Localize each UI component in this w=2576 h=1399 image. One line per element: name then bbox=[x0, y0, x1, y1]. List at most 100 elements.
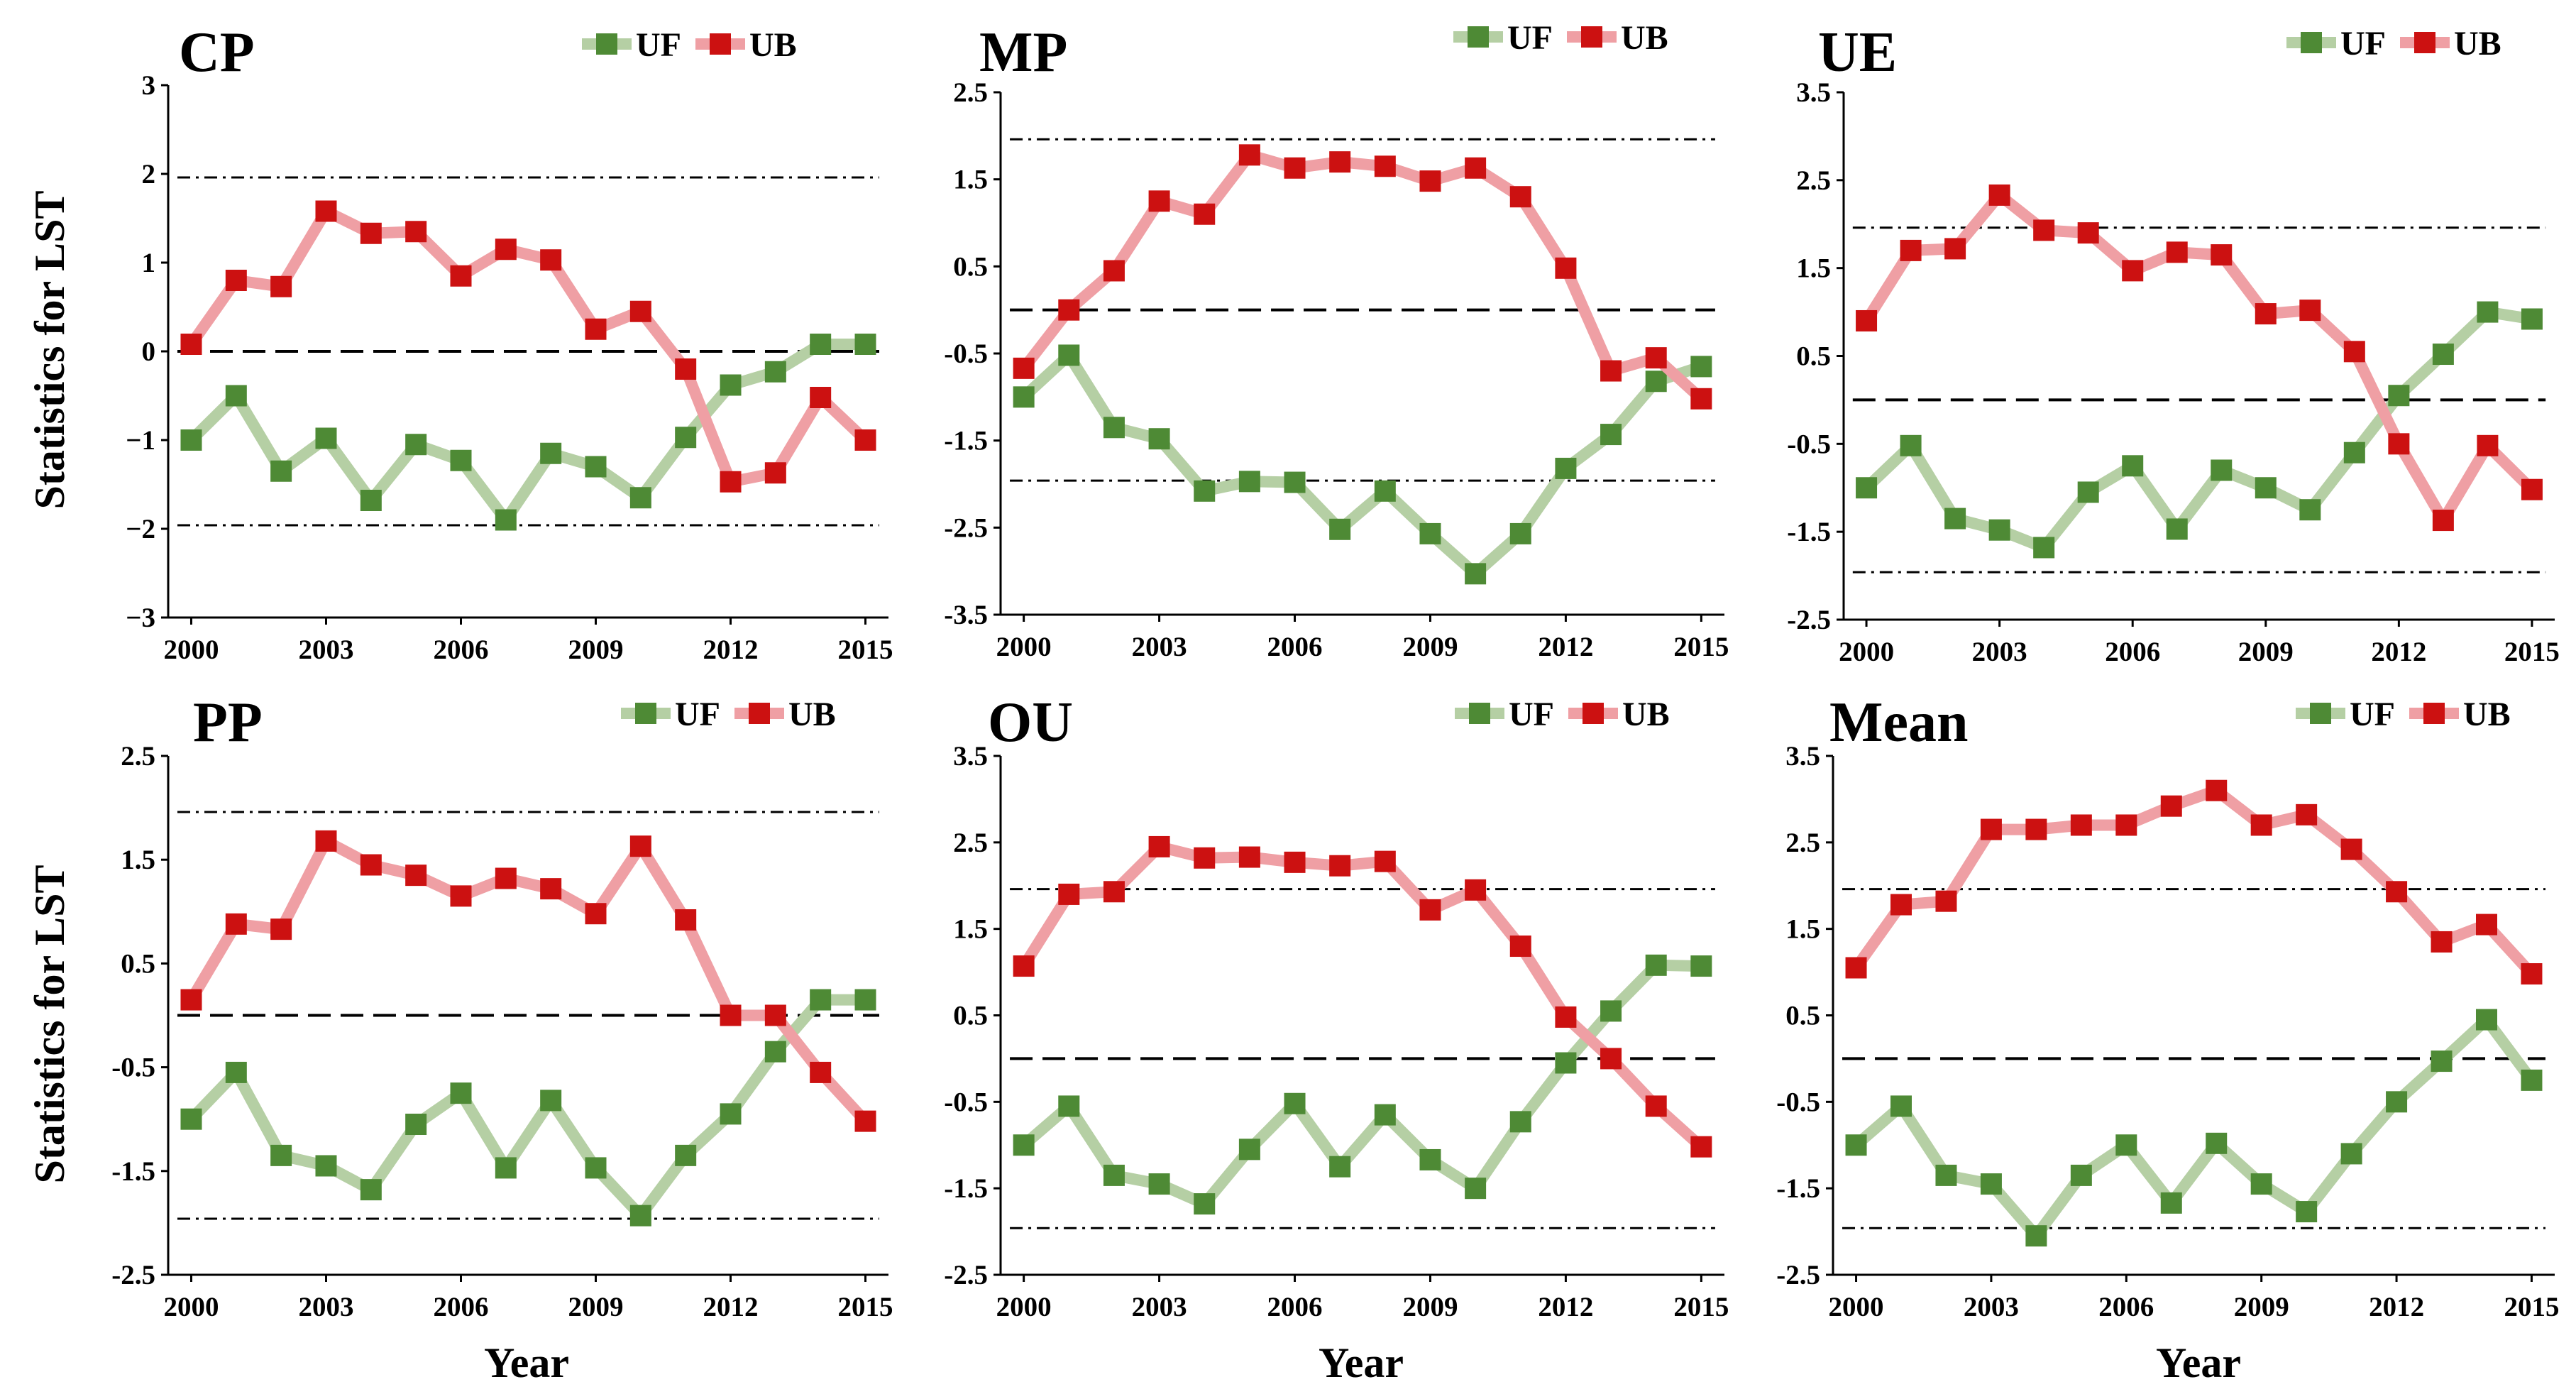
data-point-ub bbox=[225, 913, 247, 935]
legend-label-uf: UF bbox=[675, 696, 720, 733]
y-tick-label: 1.5 bbox=[953, 165, 988, 195]
data-point-ub bbox=[540, 249, 562, 271]
data-point-uf bbox=[1890, 1095, 1912, 1117]
data-point-uf bbox=[810, 989, 832, 1011]
data-point-uf bbox=[1329, 1156, 1351, 1178]
x-tick-label: 2012 bbox=[2371, 637, 2426, 667]
data-point-uf bbox=[1645, 371, 1667, 393]
data-point-ub bbox=[1013, 955, 1035, 977]
x-tick-label: 2015 bbox=[2504, 637, 2560, 667]
y-tick-label: −3 bbox=[126, 603, 155, 633]
data-point-ub bbox=[1555, 1006, 1577, 1028]
data-point-uf bbox=[1465, 563, 1487, 585]
data-point-uf bbox=[1284, 1092, 1306, 1114]
data-point-ub bbox=[1645, 347, 1667, 369]
series-line-uf bbox=[185, 994, 871, 1222]
data-point-uf bbox=[854, 334, 876, 355]
legend: UF UB bbox=[2296, 696, 2511, 733]
data-point-ub bbox=[495, 238, 517, 260]
data-point-ub bbox=[1890, 894, 1912, 916]
data-point-uf bbox=[495, 509, 517, 531]
data-point-uf bbox=[450, 449, 472, 471]
legend-label-ub: UB bbox=[2454, 25, 2501, 62]
x-tick-label: 2003 bbox=[298, 635, 353, 665]
x-tick-label: 2015 bbox=[838, 1292, 893, 1322]
data-point-ub bbox=[675, 909, 697, 931]
data-point-uf bbox=[2070, 1164, 2092, 1186]
x-tick-label: 2003 bbox=[1132, 632, 1187, 662]
chart-panel-mp: -3.5 -2.5 -1.5 -0.5 0.5 1.5 2.5 2000 2003 2006 200… bbox=[944, 19, 1729, 662]
legend: UF UB bbox=[621, 696, 836, 733]
data-point-uf bbox=[1374, 1104, 1396, 1126]
y-tick-label: -2.5 bbox=[1787, 605, 1831, 635]
data-point-ub bbox=[675, 358, 697, 380]
data-point-ub bbox=[2431, 931, 2453, 953]
data-point-uf bbox=[2122, 455, 2144, 477]
data-point-ub bbox=[450, 265, 472, 287]
data-point-uf bbox=[1419, 522, 1441, 544]
x-tick-label: 2015 bbox=[838, 635, 893, 665]
chart-title: Mean bbox=[1829, 691, 1969, 754]
y-tick-label: 0.5 bbox=[953, 251, 988, 282]
data-point-uf bbox=[2160, 1192, 2182, 1214]
y-tick-label: 0.5 bbox=[1785, 1001, 1820, 1031]
data-point-ub bbox=[764, 462, 786, 484]
x-tick-label: 2006 bbox=[433, 635, 488, 665]
data-point-ub bbox=[2299, 300, 2321, 322]
legend: UF UB bbox=[1455, 696, 1670, 733]
x-tick-label: 2009 bbox=[1402, 1292, 1458, 1322]
data-point-ub bbox=[585, 903, 607, 925]
data-point-uf bbox=[1555, 457, 1577, 479]
data-point-ub bbox=[1900, 239, 1922, 261]
legend-label-uf: UF bbox=[2350, 696, 2395, 733]
data-point-ub bbox=[1103, 260, 1125, 282]
y-tick-label: 0.5 bbox=[953, 1001, 988, 1031]
data-point-ub bbox=[1935, 890, 1957, 912]
legend-marker-ub bbox=[1581, 26, 1602, 48]
series-line-uf bbox=[1861, 306, 2538, 554]
y-tick-label: -2.5 bbox=[1776, 1260, 1820, 1290]
x-axis-label-col1: Year bbox=[484, 1339, 569, 1386]
data-point-uf bbox=[2521, 308, 2543, 330]
legend-label-ub: UB bbox=[2463, 696, 2511, 733]
y-axis-label-top: Statistics for LST bbox=[26, 191, 73, 510]
x-tick-label: 2012 bbox=[703, 635, 759, 665]
legend-label-uf: UF bbox=[636, 26, 681, 64]
y-tick-label: 2.5 bbox=[1796, 165, 1831, 196]
x-tick-label: 2009 bbox=[2234, 1292, 2289, 1322]
data-point-ub bbox=[1148, 190, 1170, 212]
legend-marker-ub bbox=[710, 33, 731, 55]
data-point-uf bbox=[854, 989, 876, 1011]
x-tick-label: 2006 bbox=[2098, 1292, 2154, 1322]
data-point-uf bbox=[270, 1144, 292, 1166]
data-point-ub bbox=[1555, 257, 1577, 279]
data-point-uf bbox=[1690, 356, 1712, 378]
data-point-ub bbox=[2255, 303, 2277, 325]
y-tick-label: 2.5 bbox=[953, 77, 988, 108]
data-point-ub bbox=[1238, 846, 1260, 868]
series-line-uf bbox=[1018, 349, 1707, 580]
data-point-ub bbox=[764, 1004, 786, 1026]
y-tick-label: 2.5 bbox=[1785, 828, 1820, 858]
data-point-ub bbox=[2115, 814, 2137, 836]
data-point-uf bbox=[2475, 1009, 2497, 1031]
data-point-ub bbox=[360, 222, 382, 244]
data-point-ub bbox=[1600, 360, 1622, 382]
data-point-ub bbox=[1374, 850, 1396, 872]
x-axis-label-col3: Year bbox=[2156, 1339, 2241, 1386]
data-point-uf bbox=[1238, 1139, 1260, 1161]
data-point-ub bbox=[495, 867, 517, 889]
data-point-uf bbox=[2432, 344, 2454, 366]
y-tick-label: -1.5 bbox=[944, 426, 988, 456]
data-point-ub bbox=[405, 221, 427, 243]
data-point-uf bbox=[1329, 518, 1351, 540]
data-point-uf bbox=[495, 1157, 517, 1179]
data-point-ub bbox=[1465, 157, 1487, 179]
data-point-uf bbox=[585, 456, 607, 478]
data-point-uf bbox=[675, 427, 697, 449]
data-point-ub bbox=[810, 1061, 832, 1083]
data-point-uf bbox=[2250, 1173, 2272, 1195]
y-tick-label: -1.5 bbox=[1776, 1173, 1820, 1204]
data-point-ub bbox=[2206, 779, 2228, 801]
data-point-ub bbox=[1988, 184, 2010, 206]
